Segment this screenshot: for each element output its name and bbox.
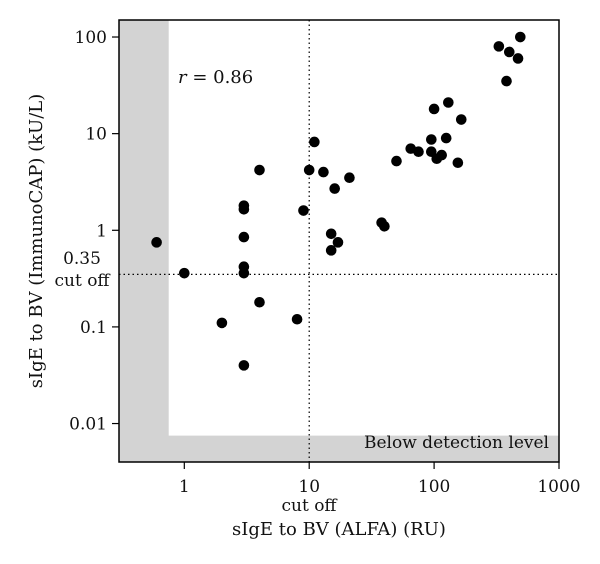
y-cutoff-label: cut off (54, 271, 111, 291)
data-point (512, 53, 524, 64)
y-cutoff-value-label: 0.35 (63, 249, 101, 269)
x-tick-label: 10 (298, 477, 320, 497)
data-point (216, 317, 228, 329)
below-detection-bottom-band (119, 435, 559, 462)
data-point (493, 41, 505, 52)
data-point (455, 114, 467, 125)
data-point (298, 205, 309, 216)
data-point (391, 155, 402, 167)
y-tick-label: 0.1 (80, 318, 107, 338)
data-point (254, 164, 265, 176)
x-axis-title: sIgE to BV (ALFA) (RU) (232, 519, 446, 540)
y-axis-title: sIgE to BV (ImmunoCAP) (kU/L) (26, 94, 47, 389)
plot-frame (118, 19, 560, 463)
data-point (440, 132, 452, 144)
data-point (344, 172, 355, 184)
data-point (436, 149, 447, 161)
data-point (501, 75, 512, 87)
data-point (413, 146, 424, 158)
y-tick-label: 0.01 (69, 415, 107, 435)
below-detection-label: Below detection level (364, 433, 549, 453)
data-point (238, 360, 250, 371)
correlation-annotation: r = 0.86 (178, 67, 253, 88)
x-tick-label: 1000 (537, 477, 580, 497)
data-point (291, 313, 303, 325)
x-tick-label: 100 (418, 477, 450, 497)
x-axis-ticks: 1 10 100 1000 (179, 462, 581, 497)
data-points (151, 31, 526, 371)
data-point (238, 231, 250, 243)
data-point (325, 228, 337, 240)
data-point (309, 136, 320, 148)
y-tick-label: 10 (85, 125, 107, 145)
data-point (238, 267, 250, 279)
r-value: = 0.86 (187, 67, 254, 88)
data-point (332, 237, 344, 248)
data-point (503, 46, 515, 58)
data-point (379, 220, 390, 232)
data-point (452, 157, 464, 169)
cutoff-lines (119, 20, 559, 462)
x-cutoff-label: cut off (281, 496, 338, 516)
data-point (329, 183, 340, 194)
data-point (254, 296, 265, 308)
data-point (151, 237, 162, 248)
data-point (303, 164, 315, 176)
x-tick-label: 1 (179, 477, 190, 497)
data-point (179, 267, 190, 279)
data-point (515, 31, 526, 43)
data-point (318, 166, 329, 178)
data-point (428, 103, 440, 115)
y-tick-label: 100 (75, 28, 107, 48)
y-tick-label: 1 (96, 221, 107, 241)
data-point (426, 134, 437, 145)
data-point (238, 203, 250, 215)
r-symbol: r (178, 67, 188, 88)
data-point (325, 245, 337, 256)
data-point (443, 97, 454, 108)
y-axis-ticks: 0.01 0.1 1 10 100 (69, 28, 119, 435)
